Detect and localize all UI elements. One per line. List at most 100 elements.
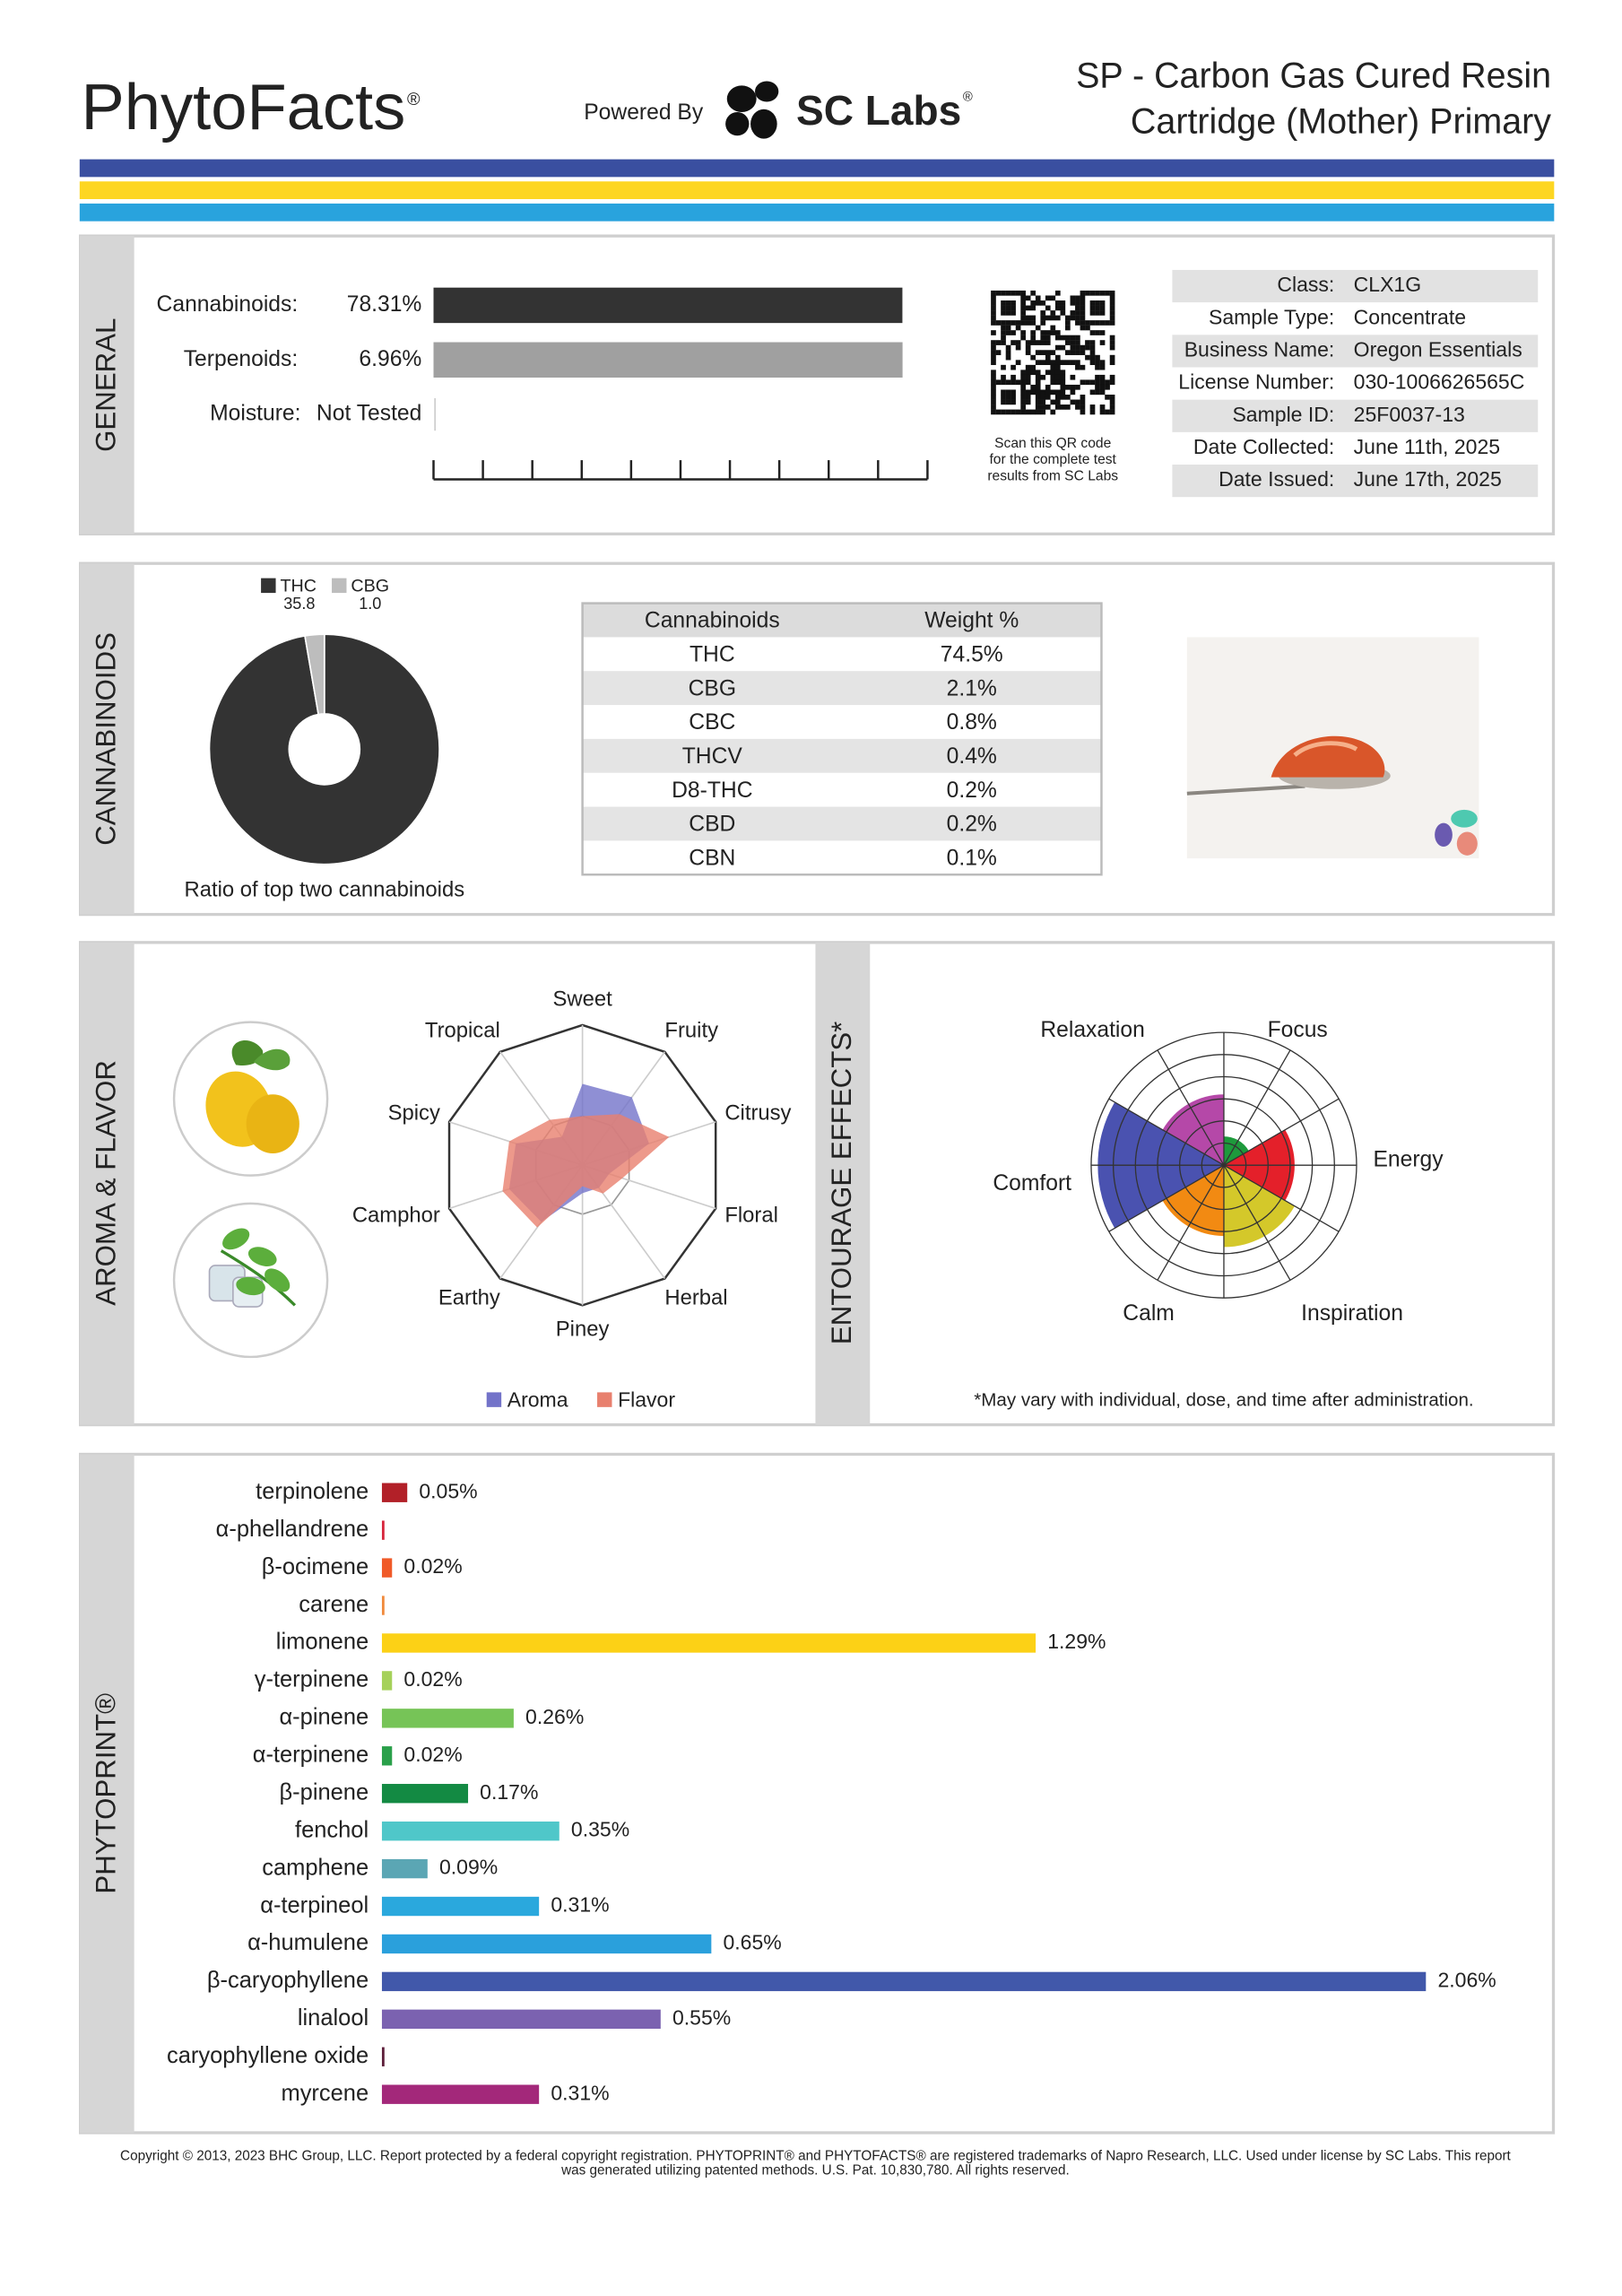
qr-module <box>1105 409 1110 415</box>
section-tab <box>79 942 134 1425</box>
leaf <box>231 1040 264 1065</box>
terpene-value: 2.06% <box>1437 1968 1496 1991</box>
terpene-label: fenchol <box>295 1817 369 1842</box>
qr-module <box>1010 374 1016 380</box>
qr-module <box>1109 409 1115 415</box>
qr-module <box>1001 389 1006 396</box>
terpene-label: myrcene <box>281 2081 369 2106</box>
qr-module <box>1095 300 1100 306</box>
qr-module <box>1075 300 1080 306</box>
qr-module <box>1020 335 1026 341</box>
qr-module <box>995 379 1002 386</box>
qr-module <box>1099 379 1106 386</box>
qr-module <box>1001 409 1006 415</box>
qr-module <box>1005 310 1011 316</box>
qr-module <box>1001 305 1006 311</box>
qr-module <box>1095 360 1100 366</box>
qr-module <box>991 344 996 351</box>
qr-module <box>1045 330 1051 335</box>
terpene-value: 0.31% <box>551 1893 609 1917</box>
qr-module <box>1030 290 1037 296</box>
qr-module <box>1020 370 1026 376</box>
qr-module <box>1005 330 1011 335</box>
qr-module <box>1045 354 1051 361</box>
qr-module <box>1045 295 1051 301</box>
legend-swatch <box>597 1392 612 1407</box>
terpene-label: α-phellandrene <box>216 1517 369 1542</box>
terpene-label: α-terpinene <box>253 1743 369 1768</box>
polar-spoke <box>1223 1164 1291 1281</box>
qr-module <box>1054 360 1061 366</box>
qr-module <box>1089 310 1096 316</box>
qr-module <box>1005 399 1011 405</box>
qr-module <box>1099 409 1106 415</box>
qr-module <box>1099 364 1106 370</box>
qr-module <box>1089 354 1096 361</box>
qr-module <box>1040 330 1046 335</box>
qr-module <box>1109 354 1115 361</box>
polar-spoke <box>1157 1049 1225 1166</box>
radar-axis-label: Herbal <box>664 1285 727 1309</box>
terpene-value: 0.35% <box>571 1818 629 1841</box>
qr-module <box>991 295 996 301</box>
terpene-bar <box>381 1746 393 1766</box>
qr-module <box>1080 350 1086 355</box>
qr-module <box>1070 399 1076 405</box>
qr-module <box>1109 379 1115 386</box>
qr-module <box>1045 389 1051 396</box>
qr-module <box>1109 305 1115 311</box>
sc-labs-logo <box>725 81 779 139</box>
stem <box>220 1249 297 1307</box>
qr-module <box>1010 364 1016 370</box>
qr-module <box>1080 295 1086 301</box>
qr-module <box>1020 310 1026 316</box>
qr-module <box>1054 370 1061 376</box>
qr-module <box>1025 320 1031 326</box>
qr-module <box>1045 395 1051 400</box>
table-cell: CBD <box>689 813 735 837</box>
legend-label: THC <box>280 577 317 596</box>
qr-module <box>1085 354 1090 361</box>
qr-module <box>1089 389 1096 396</box>
qr-module <box>1060 395 1066 400</box>
qr-module <box>1054 354 1061 361</box>
qr-module <box>991 374 996 380</box>
radar-axis-label: Spicy <box>388 1101 440 1126</box>
qr-module <box>1099 300 1106 306</box>
qr-module <box>1060 305 1066 311</box>
qr-module <box>1050 315 1056 321</box>
qr-module <box>1070 374 1076 380</box>
qr-module <box>1095 305 1100 311</box>
qr-module <box>1054 395 1061 400</box>
qr-module <box>1070 344 1076 351</box>
report-title: SP - Carbon Gas Cured Resin <box>1076 57 1551 96</box>
qr-module <box>1030 330 1037 335</box>
qr-module <box>1005 290 1011 296</box>
general-label: Terpenoids: <box>184 347 298 371</box>
qr-module <box>991 300 996 306</box>
qr-module <box>1025 389 1031 396</box>
qr-module <box>991 370 996 376</box>
ice-leaf-icon <box>172 1202 329 1359</box>
qr-module <box>1054 374 1061 380</box>
qr-module <box>991 360 996 366</box>
qr-module <box>1075 320 1080 326</box>
qr-module <box>1089 330 1096 335</box>
qr-module <box>1089 305 1096 311</box>
report-title: Cartridge (Mother) Primary <box>1131 102 1551 142</box>
brand-mark: ® <box>407 90 421 109</box>
qr-module <box>1085 320 1090 326</box>
qr-module <box>1040 320 1046 326</box>
table-cell: 0.2% <box>947 813 997 837</box>
qr-module <box>1075 295 1080 301</box>
qr-module <box>1045 350 1051 355</box>
lab-mark: ® <box>963 90 973 104</box>
qr-module <box>1060 310 1066 316</box>
qr-module <box>1040 389 1046 396</box>
qr-module <box>1015 344 1021 351</box>
table-cell: CBG <box>689 676 736 700</box>
table-cell: 0.8% <box>947 710 997 735</box>
qr-module <box>1035 399 1041 405</box>
leaf <box>253 1048 291 1071</box>
qr-module <box>1060 374 1066 380</box>
